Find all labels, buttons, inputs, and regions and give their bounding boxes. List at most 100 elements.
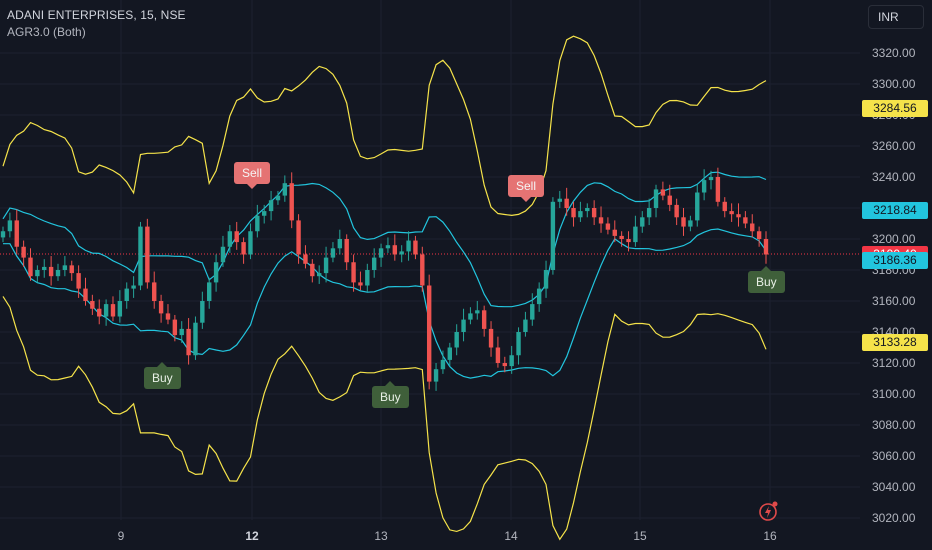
outer-lower-band: [2, 296, 767, 541]
price-tick-label: 3320.00: [872, 46, 916, 60]
candle-body: [440, 359, 446, 370]
price-tick-label: 3200.00: [872, 232, 916, 246]
candle-body: [605, 223, 611, 230]
candle-body: [598, 217, 604, 224]
candle-body: [14, 220, 19, 247]
candle-body: [578, 211, 583, 218]
candle-body: [736, 214, 741, 218]
candle-body: [756, 231, 762, 239]
candle-body: [550, 201, 556, 270]
candle-body: [481, 310, 487, 329]
price-tick-label: 3020.00: [872, 511, 916, 525]
price-tick-label: 3100.00: [872, 387, 916, 401]
candle-body: [371, 257, 377, 270]
candle-body: [268, 200, 274, 212]
symbol-title[interactable]: ADANI ENTERPRISES, 15, NSE: [7, 8, 186, 22]
candle-body: [626, 239, 631, 243]
time-tick-label: 14: [504, 529, 518, 543]
candle-body: [62, 265, 68, 270]
candle-body: [48, 266, 54, 277]
price-tick-label: 3060.00: [872, 449, 916, 463]
outer-upper-band: [2, 35, 767, 217]
candle-body: [585, 208, 590, 212]
candle-body: [344, 239, 349, 263]
candle-body: [28, 257, 33, 277]
candle-body: [475, 310, 480, 314]
time-tick-label: 16: [763, 529, 777, 543]
candle-body: [35, 270, 40, 277]
candle-body: [420, 254, 425, 286]
candle-body: [392, 245, 398, 255]
inner-upper-band: [2, 171, 767, 308]
indicator-label[interactable]: AGR3.0 (Both): [7, 25, 86, 39]
sell-signal-label: Sell: [234, 162, 271, 189]
candle-body: [688, 220, 693, 227]
price-tick-label: 3160.00: [872, 294, 916, 308]
candle-body: [454, 332, 459, 348]
candle-body: [330, 248, 336, 258]
candle-body: [399, 251, 404, 255]
candle-body: [516, 332, 521, 356]
candle-body: [90, 301, 95, 309]
candle-body: [571, 208, 576, 218]
candle-body: [186, 328, 191, 356]
inner-lower-band: [3, 228, 767, 379]
price-tick-label: 3040.00: [872, 480, 916, 494]
candle-body: [536, 288, 542, 305]
time-tick-label: 9: [117, 529, 125, 543]
candle-body: [502, 363, 507, 367]
candle-body: [695, 192, 700, 221]
candle-body: [145, 226, 150, 283]
candle-body: [543, 270, 549, 289]
candle-body: [495, 347, 501, 363]
candle-body: [303, 254, 308, 264]
candle-body: [158, 301, 164, 314]
flash-alert-icon[interactable]: [758, 500, 780, 522]
candle-body: [248, 231, 253, 255]
price-tick-label: 3300.00: [872, 77, 916, 91]
price-tag: 3186.36: [862, 252, 928, 270]
candle-body: [447, 347, 453, 360]
chart-grid: [0, 0, 860, 520]
price-tag: 3284.56: [862, 99, 928, 117]
currency-button[interactable]: INR: [868, 5, 924, 29]
candle-body: [117, 301, 123, 317]
time-tick-label: 13: [374, 529, 388, 543]
candle-body: [289, 183, 294, 221]
candle-body: [715, 177, 721, 202]
candle-body: [433, 369, 439, 382]
candle-body: [653, 189, 659, 208]
candle-body: [461, 319, 466, 332]
candle-body: [681, 217, 686, 227]
candle-body: [124, 288, 129, 301]
candle-body: [722, 201, 727, 212]
candle-body: [234, 231, 239, 243]
candle-body: [660, 189, 666, 196]
candle-body: [76, 273, 81, 289]
candle-body: [557, 198, 562, 202]
candle-body: [385, 245, 391, 249]
candle-body: [729, 211, 734, 215]
candle-body: [640, 217, 645, 227]
price-tick-label: 3120.00: [872, 356, 916, 370]
candle-body: [701, 180, 707, 193]
price-tick-label: 3240.00: [872, 170, 916, 184]
candle-body: [708, 177, 714, 181]
candle-body: [255, 215, 260, 232]
candle-body: [262, 211, 267, 216]
candle-body: [138, 226, 143, 286]
candle-body: [296, 220, 301, 255]
candlestick-series: [0, 167, 769, 391]
candle-body: [743, 217, 748, 224]
candle-body: [337, 239, 343, 249]
candle-body: [646, 208, 652, 218]
candle-body: [564, 198, 569, 208]
candle-body: [7, 220, 13, 232]
candle-body: [365, 270, 370, 286]
time-tick-label: 15: [633, 529, 647, 543]
agr-bands: [2, 35, 767, 541]
sell-signal-label: Sell: [508, 175, 545, 202]
candle-body: [530, 304, 535, 320]
candle-body: [193, 322, 198, 356]
